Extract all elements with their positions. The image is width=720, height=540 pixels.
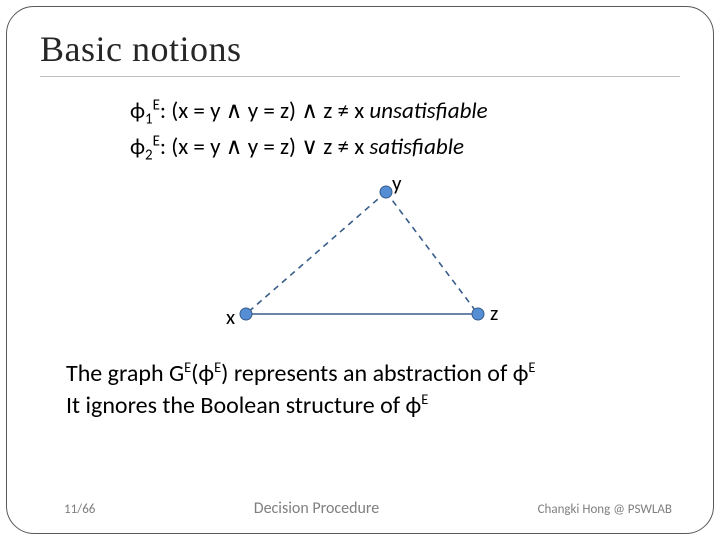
title-divider <box>40 76 680 77</box>
formula-2: ϕ2E: (x = y ∧ y = z) ∨ z ≠ x satisfiable <box>130 131 680 167</box>
phi-sub: 2 <box>145 147 153 165</box>
node-label-y: y <box>392 170 402 196</box>
page-title: Basic notions <box>40 28 680 70</box>
phi-sub: 1 <box>145 111 153 129</box>
footer-center: Decision Procedure <box>254 499 380 518</box>
graph-svg <box>210 176 530 346</box>
phi-sup: E <box>153 133 160 151</box>
formula-body: : (x = y ∧ y = z) ∧ z ≠ x <box>160 97 369 125</box>
t: The graph G <box>66 359 184 388</box>
t: E <box>528 358 535 376</box>
t: ) represents an <box>221 359 372 388</box>
footer-author: Changki Hong @ PSWLAB <box>538 502 672 517</box>
explanation: The graph G E (ϕ E ) represents an abstracti… <box>66 358 640 423</box>
formula-result: satisfiable <box>369 133 464 161</box>
explain-line-2: It ignores the Boolean structure of ϕE <box>66 390 640 422</box>
node-label-z: z <box>490 300 498 326</box>
explain-line-1: The graph GE(ϕE) represents an abstracti… <box>66 358 640 390</box>
formula-body: : (x = y ∧ y = z) ∨ z ≠ x <box>160 133 369 161</box>
slide-footer: 11/66 Decision Procedure Changki Hong @ … <box>0 499 720 518</box>
formula-result: unsatisfiable <box>369 97 487 125</box>
slide: Basic notions ϕ1E: (x = y ∧ y = z) ∧ z ≠… <box>0 0 720 540</box>
phi-symbol: ϕ <box>130 133 145 161</box>
formula-1: ϕ1E: (x = y ∧ y = z) ∧ z ≠ x unsatisfiab… <box>130 95 680 131</box>
page-number: 11/66 <box>64 502 95 517</box>
t: of ϕ <box>482 359 529 388</box>
t: It ignores the Boolean structure of ϕ <box>66 391 421 420</box>
formula-block: ϕ1E: (x = y ∧ y = z) ∧ z ≠ x unsatisfiab… <box>130 95 680 168</box>
abstraction-word: abstraction <box>373 359 482 388</box>
t: (ϕ <box>191 359 214 388</box>
t: E <box>421 390 428 408</box>
phi-symbol: ϕ <box>130 97 145 125</box>
equality-graph: y x z <box>210 176 530 346</box>
phi-sup: E <box>153 96 160 114</box>
node-label-x: x <box>226 304 235 330</box>
